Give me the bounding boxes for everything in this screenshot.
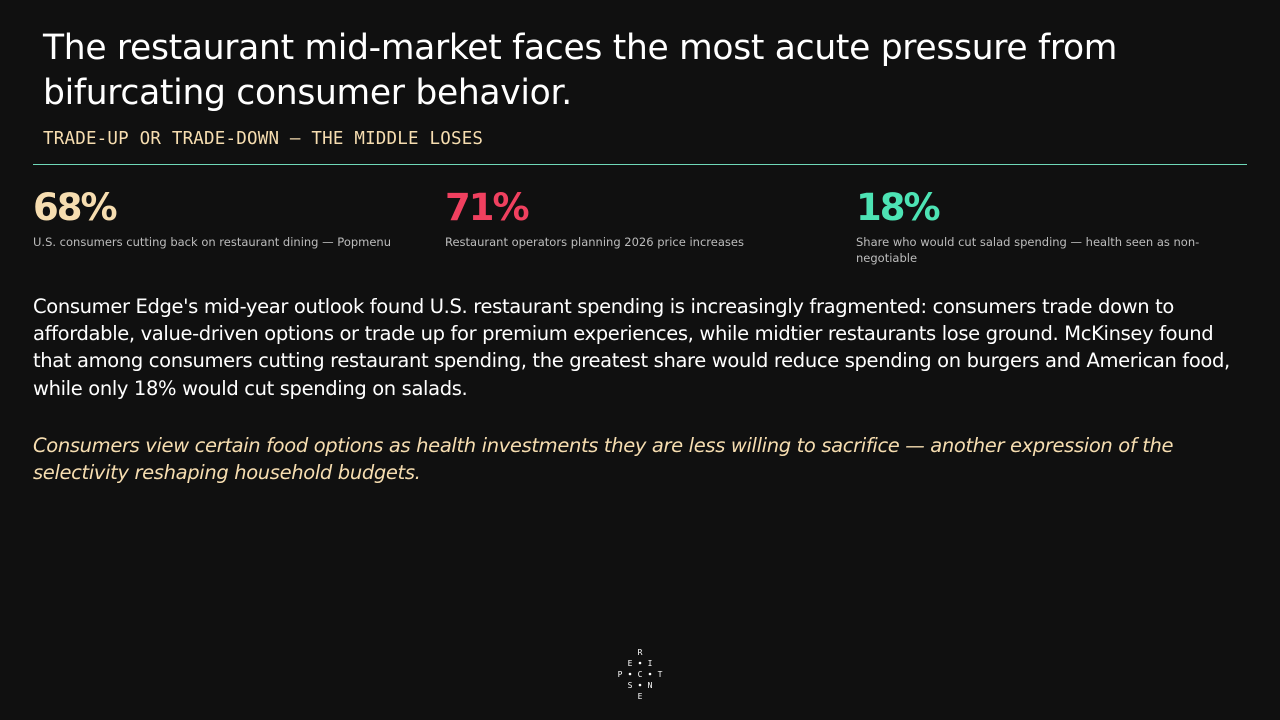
stat-value: 18% xyxy=(856,186,941,229)
logo-letter: R xyxy=(638,648,643,657)
stat-consumers-cutting-back: 68% U.S. consumers cutting back on resta… xyxy=(33,186,403,250)
logo-letter: E xyxy=(638,692,643,701)
logo-letter: S xyxy=(628,681,633,690)
stat-salad-spending: 18% Share who would cut salad spending —… xyxy=(856,186,1226,266)
perspective-logo-icon: R E I P C T S N E xyxy=(618,648,663,701)
stat-value: 68% xyxy=(33,186,118,229)
logo-letter: P xyxy=(618,670,623,679)
stat-value: 71% xyxy=(445,186,530,229)
logo-letter: E xyxy=(628,659,633,668)
highlight-quote: Consumers view certain food options as h… xyxy=(33,434,1174,485)
stat-price-increases: 71% Restaurant operators planning 2026 p… xyxy=(445,186,815,250)
logo-letter: T xyxy=(658,670,663,679)
stat-description: U.S. consumers cutting back on restauran… xyxy=(33,235,392,249)
logo-letter: C xyxy=(638,670,643,679)
divider-rule xyxy=(33,164,1247,165)
logo-letter: I xyxy=(648,659,653,668)
slide-title: The restaurant mid-market faces the most… xyxy=(43,28,1118,113)
stat-description: Share who would cut salad spending — hea… xyxy=(856,235,1200,265)
body-paragraph: Consumer Edge's mid-year outlook found U… xyxy=(33,295,1230,400)
logo-letter: N xyxy=(648,681,653,690)
stat-description: Restaurant operators planning 2026 price… xyxy=(445,235,744,249)
slide-subtitle: TRADE-UP OR TRADE-DOWN — THE MIDDLE LOSE… xyxy=(43,129,484,149)
